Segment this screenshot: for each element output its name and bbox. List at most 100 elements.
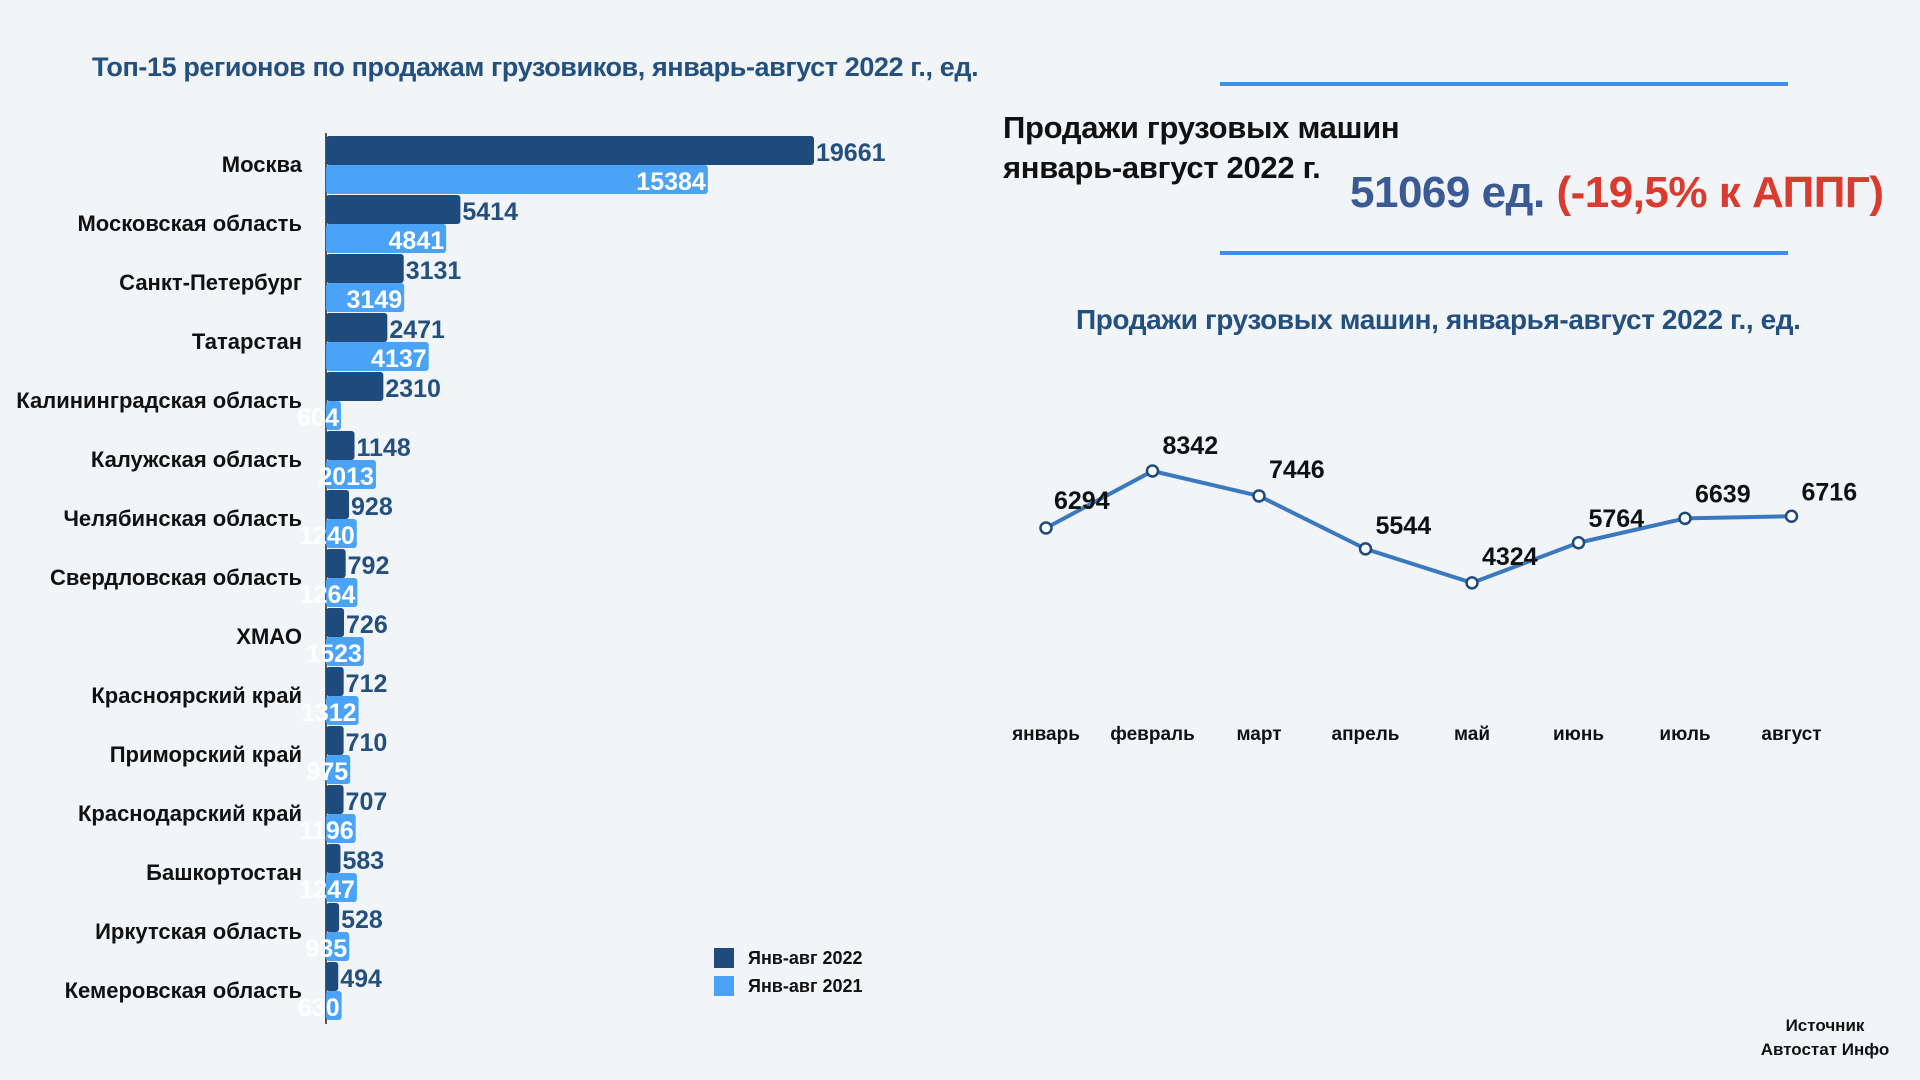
summary-total: 51069 ед. (-19,5% к АППГ) xyxy=(1350,168,1884,218)
category-label: Санкт-Петербург xyxy=(119,270,302,295)
summary-change-percent: (-19,5% к АППГ) xyxy=(1556,168,1884,217)
bar-value-label: 19661 xyxy=(816,139,886,167)
bar-2021 xyxy=(326,932,350,961)
category-label: Краснодарский край xyxy=(78,801,302,826)
line-point xyxy=(1252,489,1266,503)
category-label: Красноярский край xyxy=(91,683,302,708)
bar-2021 xyxy=(326,991,342,1020)
bar-value-label: 707 xyxy=(346,788,388,816)
bar-value-label: 1240 xyxy=(299,522,355,550)
category-label: Башкортостан xyxy=(146,860,302,885)
category-label: Татарстан xyxy=(192,329,302,354)
summary-title-line1: Продажи грузовых машин xyxy=(1003,110,1400,145)
bar-2022 xyxy=(326,667,344,696)
bar-value-label: 4841 xyxy=(389,227,445,255)
line-point xyxy=(1571,536,1586,550)
bar-value-label: 2013 xyxy=(318,463,374,491)
summary-title-line2: январь-август 2022 г. xyxy=(1003,150,1321,185)
line-point xyxy=(1039,521,1053,535)
bar-value-label: 1196 xyxy=(299,817,353,845)
month-tick-label: август xyxy=(1761,724,1821,745)
category-label: Калужская область xyxy=(91,447,302,472)
legend-swatch-2021 xyxy=(714,976,734,996)
bar-value-label: 792 xyxy=(348,552,390,580)
bar-2021 xyxy=(326,814,356,843)
category-label: Кемеровская область xyxy=(65,978,302,1003)
bar-2022 xyxy=(326,785,344,814)
bar-2022 xyxy=(326,431,355,460)
bar-value-label: 583 xyxy=(342,847,384,875)
bar-value-label: 2310 xyxy=(385,375,441,403)
line-point xyxy=(1145,464,1160,478)
bar-2021 xyxy=(326,578,358,607)
bar-value-label: 630 xyxy=(298,994,340,1022)
line-value-label: 5764 xyxy=(1589,505,1645,533)
left-chart-title: Топ-15 регионов по продажам грузовиков, … xyxy=(92,52,979,82)
bar-2021 xyxy=(326,460,376,489)
line-point xyxy=(1465,576,1479,590)
bar-2021 xyxy=(326,873,357,902)
category-label: Калининградская область xyxy=(16,388,302,413)
legend-label-2021: Янв-авг 2021 xyxy=(748,975,863,996)
category-label: Москва xyxy=(222,152,303,177)
bar-2022 xyxy=(326,136,814,165)
month-tick-label: февраль xyxy=(1110,724,1195,745)
regions-bar-chart: Москва 19661 15384 Московская область 5414 48… xyxy=(16,133,886,1024)
bar-2021 xyxy=(326,283,405,312)
category-label: Челябинская область xyxy=(63,506,302,531)
source-note: Источник Автостат Инфо xyxy=(1740,1014,1910,1062)
bar-value-label: 710 xyxy=(346,729,388,757)
bar-value-label: 712 xyxy=(346,670,388,698)
legend-swatch-2022 xyxy=(714,948,734,968)
category-label: Приморский край xyxy=(110,742,302,767)
summary-bottom-divider xyxy=(1220,251,1788,255)
summary-total-value: 51069 ед. xyxy=(1350,168,1545,217)
bar-value-label: 1312 xyxy=(301,699,357,727)
line-value-label: 6294 xyxy=(1054,487,1110,515)
bar-2022 xyxy=(326,608,345,637)
bar-2021 xyxy=(326,519,357,548)
summary-title: Продажи грузовых машин январь-август 202… xyxy=(1003,108,1400,188)
bar-2022 xyxy=(326,490,350,519)
line-value-label: 4324 xyxy=(1482,543,1538,571)
source-name: Автостат Инфо xyxy=(1760,1040,1890,1059)
source-label: Источник xyxy=(1785,1016,1865,1035)
category-label: ХМАО xyxy=(236,624,302,649)
line-value-label: 6716 xyxy=(1802,478,1858,506)
month-tick-label: июнь xyxy=(1553,724,1604,745)
legend-item-2021: Янв-авг 2021 xyxy=(714,972,863,1000)
bar-value-label: 1264 xyxy=(300,581,356,609)
bar-2022 xyxy=(326,844,341,873)
bar-value-label: 528 xyxy=(341,906,383,934)
bar-2022 xyxy=(326,313,388,342)
bar-2022 xyxy=(326,549,346,578)
line-point xyxy=(1784,509,1799,524)
bar-value-label: 975 xyxy=(306,758,348,786)
bar-2021 xyxy=(326,224,447,253)
month-tick-label: январь xyxy=(1011,724,1080,745)
bar-value-label: 494 xyxy=(340,965,382,993)
bar-value-label: 935 xyxy=(305,935,347,963)
bar-2021 xyxy=(326,165,708,194)
month-tick-label: июль xyxy=(1659,724,1710,745)
bar-value-label: 2471 xyxy=(389,316,445,344)
month-tick-label: март xyxy=(1236,724,1281,745)
line-point xyxy=(1358,542,1373,556)
bar-value-label: 1148 xyxy=(356,434,410,462)
bar-2022 xyxy=(326,254,404,283)
bar-2022 xyxy=(326,726,344,755)
bar-value-label: 15384 xyxy=(636,168,706,196)
month-tick-label: апрель xyxy=(1332,724,1400,745)
month-tick-label: май xyxy=(1454,724,1490,745)
bar-value-label: 3149 xyxy=(347,286,403,314)
bar-2022 xyxy=(326,903,340,932)
line-chart-title: Продажи грузовых машин, январья-август 2… xyxy=(1076,304,1801,335)
bar-value-label: 604 xyxy=(297,404,339,432)
category-label: Московская область xyxy=(77,211,302,236)
summary-top-divider xyxy=(1220,82,1788,86)
line-value-label: 7446 xyxy=(1269,456,1325,484)
bar-2022 xyxy=(326,372,384,401)
bar-value-label: 1523 xyxy=(306,640,362,668)
bar-2021 xyxy=(326,342,429,371)
legend-item-2022: Янв-авг 2022 xyxy=(714,944,863,972)
